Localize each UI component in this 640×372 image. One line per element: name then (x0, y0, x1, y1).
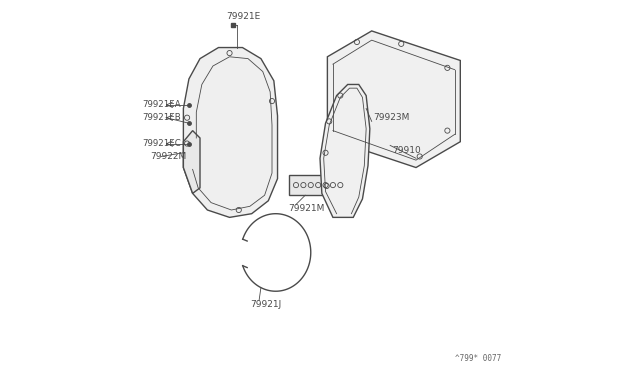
Text: 79921EB: 79921EB (143, 113, 182, 122)
Polygon shape (184, 48, 278, 217)
Text: 79921M: 79921M (289, 203, 325, 213)
Text: 79922M: 79922M (150, 152, 186, 161)
Polygon shape (184, 131, 200, 193)
Text: 79923M: 79923M (374, 113, 410, 122)
Text: 79921J: 79921J (250, 300, 281, 309)
Text: ^799* 0077: ^799* 0077 (454, 354, 501, 363)
Text: 79921E: 79921E (226, 12, 260, 21)
Polygon shape (289, 175, 349, 195)
Text: 79921EC: 79921EC (143, 139, 182, 148)
Polygon shape (320, 84, 370, 217)
Polygon shape (328, 31, 460, 167)
Text: 79910: 79910 (392, 147, 420, 155)
Text: 79921EA: 79921EA (143, 100, 181, 109)
